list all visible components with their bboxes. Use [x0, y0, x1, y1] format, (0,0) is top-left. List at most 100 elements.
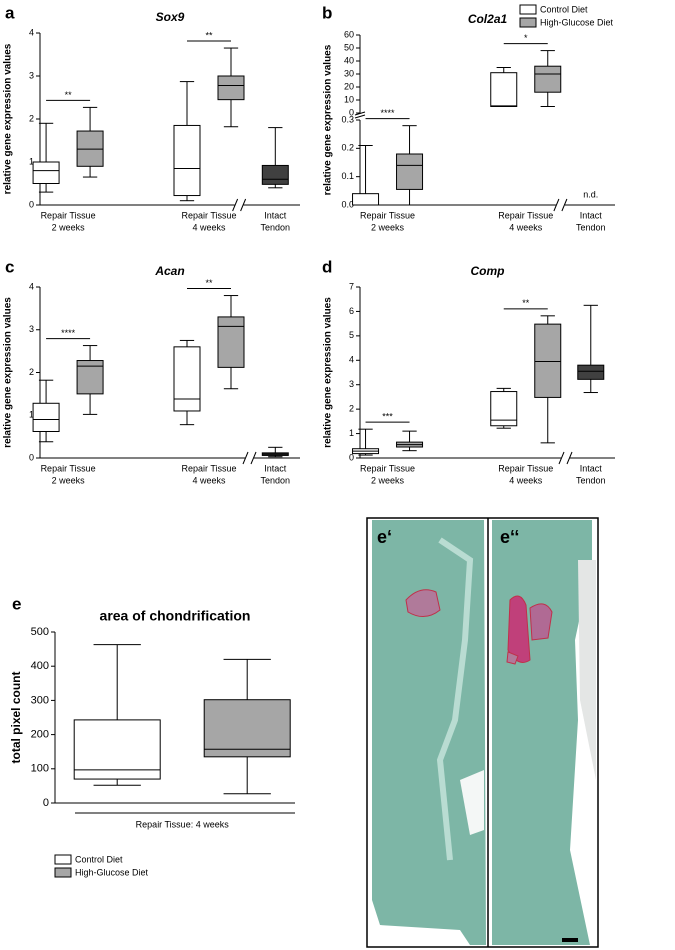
x-tick-label: 4 weeks: [192, 475, 226, 485]
y-tick-label: 0.2: [341, 143, 354, 153]
x-tick-label: Intact: [264, 210, 287, 220]
y-tick-label: 1: [29, 156, 34, 166]
panel-letter: b: [322, 3, 332, 22]
significance-label: ****: [61, 328, 76, 338]
y-tick-label: 0: [349, 452, 354, 462]
axis-break-mark: [232, 198, 239, 212]
y-axis-label: relative gene expression values: [3, 297, 14, 448]
legend-label: Control Diet: [540, 4, 588, 14]
y-tick-label: 2: [29, 367, 34, 377]
y-tick-label: 400: [31, 660, 49, 672]
y-tick-label: 0.3: [341, 114, 354, 124]
chart-panel: d Comp relative gene expression values 0 1 2 3…: [322, 257, 615, 485]
y-tick-label: 1: [349, 428, 354, 438]
panel-letter: c: [5, 257, 14, 276]
box: [173, 124, 201, 197]
significance-label: ****: [381, 108, 396, 118]
y-tick-label: 5: [349, 330, 354, 340]
significance-label: *: [524, 33, 528, 43]
y-tick-label: 20: [344, 81, 354, 91]
box: [534, 323, 562, 398]
histology-panels: e‘ e‘‘: [366, 517, 599, 948]
y-axis-label: total pixel count: [9, 671, 23, 763]
y-axis-label: relative gene expression values: [323, 297, 334, 448]
y-tick-label: 0.1: [341, 171, 354, 181]
box: [577, 364, 605, 380]
y-tick-label: 4: [29, 27, 34, 37]
x-tick-label: Repair Tissue: [360, 210, 415, 220]
legend-swatch: [519, 17, 537, 28]
x-tick-label: Intact: [580, 463, 603, 473]
box: [490, 72, 518, 107]
chart-title: Sox9: [156, 10, 185, 24]
box: [73, 719, 161, 780]
tissue-texture: [436, 537, 474, 861]
x-tick-label: 4 weeks: [509, 475, 543, 485]
y-tick-label: 0: [43, 797, 49, 809]
box: [203, 699, 291, 758]
chondrification-area: [405, 589, 441, 617]
x-tick-label: 2 weeks: [52, 222, 86, 232]
box: [217, 316, 245, 368]
scale-bar: [562, 938, 578, 942]
x-tick-label: 2 weeks: [371, 222, 405, 232]
box: [217, 75, 245, 101]
tissue-image: [372, 520, 486, 945]
panel-letter: a: [5, 3, 15, 22]
legend-swatch: [519, 4, 537, 15]
y-tick-label: 7: [349, 281, 354, 291]
legend-label: Control Diet: [75, 854, 123, 864]
x-tick-label: Tendon: [261, 222, 291, 232]
x-tick-label: Tendon: [576, 475, 606, 485]
x-tick-label: Tendon: [576, 222, 606, 232]
box: [534, 65, 562, 93]
y-tick-label: 50: [344, 42, 354, 52]
box: [352, 193, 380, 206]
significance-label: **: [522, 298, 530, 308]
y-tick-label: 100: [31, 763, 49, 775]
y-tick-label: 40: [344, 55, 354, 65]
axis-break-mark: [240, 198, 247, 212]
box: [32, 161, 60, 184]
x-tick-label: 4 weeks: [509, 222, 543, 232]
box: [76, 360, 104, 395]
chart-panel: c Acan relative gene expression values 0 1 2 3…: [3, 257, 300, 485]
y-tick-label: 4: [29, 281, 34, 291]
y-tick-label: 4: [349, 355, 354, 365]
y-tick-label: 0: [349, 107, 354, 117]
chart-title: Comp: [471, 264, 505, 278]
x-tick-label: Repair Tissue: [498, 463, 553, 473]
y-tick-label: 0: [29, 199, 34, 209]
image-label: e‘‘: [500, 527, 519, 547]
y-tick-label: 6: [349, 306, 354, 316]
chart-title: Col2a1: [468, 12, 508, 26]
axis-break-mark: [553, 198, 560, 212]
box: [261, 164, 289, 185]
y-tick-label: 300: [31, 694, 49, 706]
x-tick-label: Repair Tissue: [181, 463, 236, 473]
legend-label: High-Glucose Diet: [540, 17, 614, 27]
chart-panel: a Sox9 relative gene expression values 0 1 2 3…: [3, 3, 300, 232]
significance-label: ***: [382, 412, 393, 422]
tissue-gap: [460, 770, 484, 835]
legend-label: High-Glucose Diet: [75, 867, 149, 877]
y-tick-label: 200: [31, 729, 49, 741]
axis-break-mark: [558, 451, 565, 465]
chart-panel: e area of chondrification total pixel coun…: [9, 594, 295, 878]
x-tick-label: Repair Tissue: [181, 210, 236, 220]
x-tick-label: Repair Tissue: 4 weeks: [136, 819, 230, 829]
chart-panel: b Col2a1 relative gene expression values 0.…: [322, 3, 615, 232]
axis-break-mark: [250, 451, 257, 465]
y-tick-label: 1: [29, 410, 34, 420]
x-tick-label: Intact: [264, 463, 287, 473]
box: [32, 402, 60, 432]
y-tick-label: 3: [29, 324, 34, 334]
y-tick-label: 2: [349, 404, 354, 414]
significance-label: **: [205, 30, 213, 40]
y-tick-label: 3: [29, 70, 34, 80]
y-axis-label: relative gene expression values: [323, 44, 334, 195]
y-tick-label: 500: [31, 626, 49, 638]
y-tick-label: 0.0: [341, 199, 354, 209]
panel-letter: d: [322, 257, 332, 276]
note: n.d.: [583, 189, 598, 199]
